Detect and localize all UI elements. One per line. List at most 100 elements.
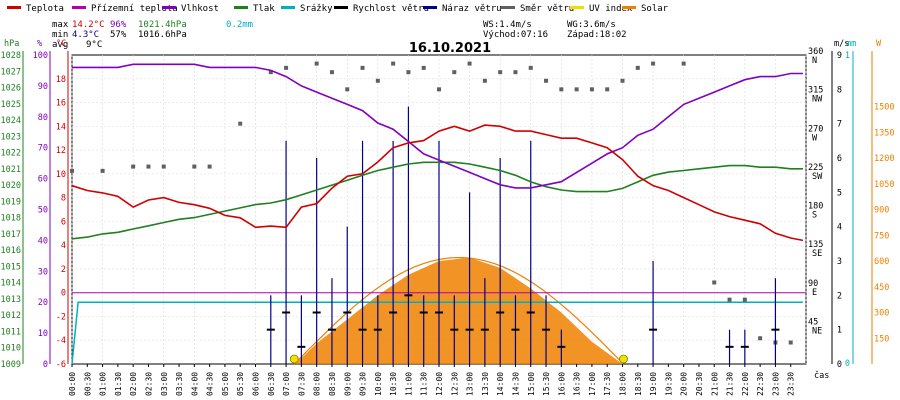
stat-min-label: min bbox=[52, 30, 68, 40]
x-tick-label-5: 02:30 bbox=[144, 372, 153, 396]
legend-swatch-7 bbox=[501, 6, 515, 9]
series-line-pressure bbox=[71, 161, 803, 240]
humidity-axis-unit: % bbox=[37, 39, 42, 49]
humidity-tick-6: 40 bbox=[38, 236, 48, 246]
wind-direction-point bbox=[329, 70, 334, 75]
x-tick-label-46: 23:00 bbox=[771, 372, 780, 396]
x-tick-label-13: 06:30 bbox=[267, 372, 276, 396]
wind-direction-point bbox=[635, 65, 640, 70]
humidity-tick-4: 60 bbox=[38, 175, 48, 185]
wind-direction-point bbox=[314, 61, 319, 66]
temperature-tick-8: 2 bbox=[61, 265, 66, 275]
legend-swatch-4 bbox=[281, 6, 295, 9]
x-tick-label-27: 13:30 bbox=[481, 372, 490, 396]
solar-tick-4: 900 bbox=[874, 206, 889, 216]
pressure-tick-7: 1021 bbox=[1, 165, 21, 175]
wind-direction-point bbox=[70, 168, 74, 173]
wind-direction-point bbox=[375, 78, 380, 83]
wind-direction-point bbox=[559, 87, 564, 92]
solar-clear-sky-curve bbox=[293, 257, 623, 365]
stat-max-temp: 14.2°C bbox=[72, 20, 105, 30]
temperature-tick-3: 12 bbox=[56, 146, 66, 156]
wind-direction-point bbox=[360, 65, 365, 70]
x-tick-label-20: 10:00 bbox=[374, 372, 383, 396]
stat-avg-temp: 9°C bbox=[86, 40, 102, 50]
x-tick-label-32: 16:00 bbox=[557, 372, 566, 396]
wind-direction-point bbox=[651, 61, 656, 66]
x-tick-label-37: 18:30 bbox=[634, 372, 643, 396]
pressure-tick-9: 1019 bbox=[1, 197, 21, 207]
x-tick-label-36: 18:00 bbox=[619, 372, 628, 396]
legend-label-0: Teplota bbox=[26, 4, 64, 14]
wind-direction-point bbox=[513, 70, 518, 75]
legend-label-1: Přízemní teplota bbox=[91, 4, 178, 14]
temperature-tick-0: 18 bbox=[56, 75, 66, 85]
x-tick-label-43: 21:30 bbox=[726, 372, 735, 396]
solar-tick-3: 1050 bbox=[874, 180, 894, 190]
solar-tick-0: 1500 bbox=[874, 103, 894, 113]
legend-label-9: Solar bbox=[641, 4, 669, 14]
wind-direction-point bbox=[544, 78, 549, 83]
x-tick-label-19: 09:30 bbox=[359, 372, 368, 396]
wind-direction-point bbox=[406, 70, 411, 75]
pressure-tick-0: 1028 bbox=[1, 51, 21, 61]
direction-label-3: SW bbox=[812, 172, 823, 182]
solar-tick-1: 1350 bbox=[874, 128, 894, 138]
stat-avg-label: avg bbox=[52, 40, 68, 50]
wind-axis-unit: m/s bbox=[834, 39, 849, 49]
temperature-tick-4: 10 bbox=[56, 170, 66, 180]
wind-tick-7: 2 bbox=[837, 291, 842, 301]
humidity-tick-9: 10 bbox=[38, 329, 48, 339]
pressure-tick-17: 1011 bbox=[1, 327, 21, 337]
x-tick-label-9: 04:30 bbox=[206, 372, 215, 396]
wind-direction-point bbox=[268, 70, 273, 75]
wind-direction-point bbox=[620, 78, 625, 83]
direction-tick-3: 225 bbox=[808, 163, 823, 173]
pressure-tick-11: 1017 bbox=[1, 230, 21, 240]
wind-direction-point bbox=[284, 65, 289, 70]
x-tick-label-10: 05:00 bbox=[221, 372, 230, 396]
stat-min-hum: 57% bbox=[110, 30, 127, 40]
wind-direction-point bbox=[681, 61, 686, 66]
legend-label-7: Směr větru bbox=[520, 4, 574, 14]
series-line-humidity bbox=[72, 63, 803, 189]
wind-tick-8: 1 bbox=[837, 326, 842, 336]
wind-tick-0: 9 bbox=[837, 51, 842, 61]
x-axis: 00:00 00:30 01:00 01:30 02:00 02:30 03:00 03:30… bbox=[68, 364, 796, 396]
pressure-tick-5: 1023 bbox=[1, 132, 21, 142]
x-tick-label-31: 15:30 bbox=[542, 372, 551, 396]
temperature-tick-11: -4 bbox=[56, 336, 66, 346]
direction-label-1: NW bbox=[812, 95, 823, 105]
x-tick-label-15: 07:30 bbox=[297, 372, 306, 396]
direction-label-4: S bbox=[812, 211, 817, 221]
wind-direction-point bbox=[758, 336, 763, 341]
x-tick-label-22: 11:00 bbox=[404, 372, 413, 396]
x-tick-label-30: 15:00 bbox=[527, 372, 536, 396]
stat-sunrise: Východ:07:16 bbox=[483, 30, 548, 40]
humidity-tick-0: 100 bbox=[33, 51, 48, 61]
pressure-tick-18: 1010 bbox=[1, 344, 21, 354]
wind-direction-point bbox=[528, 65, 533, 70]
sunrise-marker bbox=[289, 354, 299, 364]
wind-direction-point bbox=[574, 87, 579, 92]
x-tick-label-2: 01:00 bbox=[99, 372, 108, 396]
x-tick-label-44: 22:00 bbox=[741, 372, 750, 396]
legend-swatch-5 bbox=[334, 6, 348, 9]
wind-direction-point bbox=[467, 61, 472, 66]
pressure-tick-8: 1020 bbox=[1, 181, 21, 191]
solar-tick-6: 600 bbox=[874, 257, 889, 267]
direction-tick-0: 360 bbox=[808, 47, 823, 57]
direction-tick-7: 45 bbox=[808, 317, 818, 327]
temperature-tick-10: -2 bbox=[56, 312, 66, 322]
wind-direction-point bbox=[498, 70, 503, 75]
solar-tick-9: 150 bbox=[874, 334, 889, 344]
pressure-tick-12: 1016 bbox=[1, 246, 21, 256]
stats-block: max 14.2°C 96% 1021.4hPa 0.2mm min 4.3°C… bbox=[52, 20, 627, 50]
wind-direction-point bbox=[207, 164, 212, 169]
direction-tick-1: 315 bbox=[808, 86, 823, 96]
wind-direction-point bbox=[712, 280, 717, 285]
pressure-tick-14: 1014 bbox=[1, 279, 21, 289]
x-tick-label-14: 07:00 bbox=[282, 372, 291, 396]
x-tick-label-45: 22:30 bbox=[756, 372, 765, 396]
